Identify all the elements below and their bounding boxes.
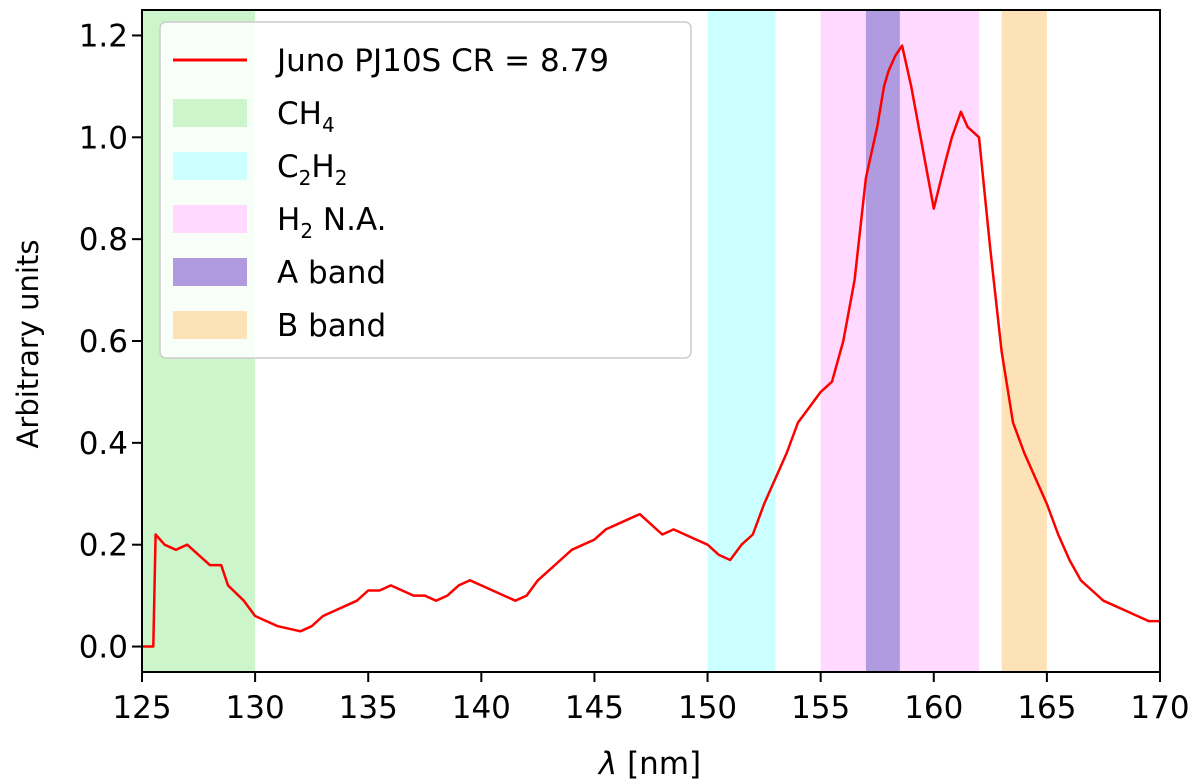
legend-label: A band xyxy=(277,255,386,291)
x-axis-label: λ [nm] xyxy=(597,746,701,782)
band-region-1 xyxy=(707,10,776,672)
series-layer xyxy=(142,44,1160,648)
x-tick-label: 135 xyxy=(339,690,398,726)
legend-band-swatch xyxy=(173,99,247,127)
legend-band-swatch xyxy=(173,205,247,233)
legend-label: H2 N.A. xyxy=(277,202,386,243)
y-tick-label: 0.4 xyxy=(79,426,128,462)
y-tick-label: 0.8 xyxy=(79,222,128,258)
x-tick-label: 130 xyxy=(226,690,285,726)
legend-band-swatch xyxy=(173,258,247,286)
legend-band-swatch xyxy=(173,311,247,339)
legend-label: CH4 xyxy=(277,96,335,137)
x-tick-label: 155 xyxy=(791,690,850,726)
y-tick-label: 0.0 xyxy=(79,630,128,666)
legend-box xyxy=(159,21,692,359)
legend: Juno PJ10S CR = 8.79 CH4 C2H2 H2 N.A. A band… xyxy=(159,21,692,359)
legend-band-swatch xyxy=(173,152,247,180)
x-tick-label: 160 xyxy=(904,690,963,726)
x-tick-label: 170 xyxy=(1130,690,1189,726)
x-tick-label: 150 xyxy=(678,690,737,726)
legend-label: B band xyxy=(277,308,386,344)
y-axis-label: Arbitrary units xyxy=(11,240,45,449)
y-tick-label: 0.2 xyxy=(79,528,128,564)
legend-label: C2H2 xyxy=(277,149,347,190)
y-tick-label: 1.2 xyxy=(79,18,128,54)
x-tick-label: 125 xyxy=(112,690,171,726)
band-region-3 xyxy=(865,10,900,672)
x-tick-label: 165 xyxy=(1017,690,1076,726)
band-region-4 xyxy=(1001,10,1047,672)
y-axis: 0.0 0.2 0.4 0.6 0.8 1.0 1.2 xyxy=(79,18,142,666)
legend-label: Juno PJ10S CR = 8.79 xyxy=(275,43,609,79)
y-tick-label: 0.6 xyxy=(79,324,128,360)
y-tick-label: 1.0 xyxy=(79,120,128,156)
x-tick-label: 145 xyxy=(565,690,624,726)
series-line-0 xyxy=(142,44,1160,648)
x-axis: 125 130 135 140 145 150 155 160 165 170 xyxy=(112,672,1190,726)
x-tick-label: 140 xyxy=(452,690,511,726)
